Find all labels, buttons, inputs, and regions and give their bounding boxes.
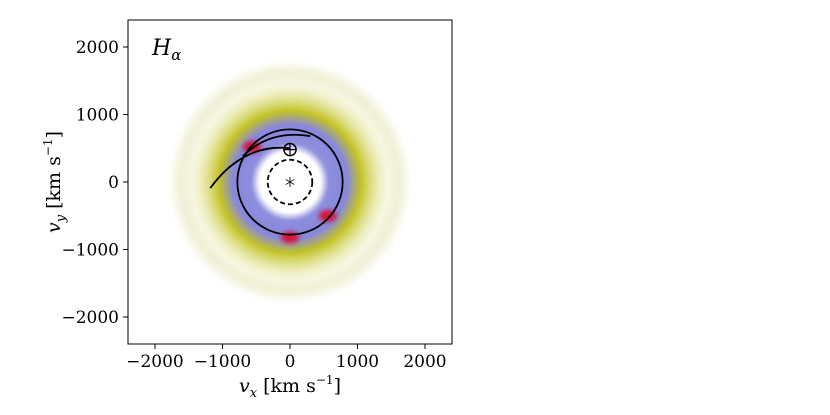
x-tick-label-2: 0	[285, 352, 296, 372]
x-axis-label: vx [km s−1]	[239, 373, 341, 401]
solid-circle	[236, 128, 344, 236]
x-tick-label-4: 2000	[403, 352, 446, 372]
y-label-exp: −1	[41, 138, 55, 156]
stream-curve	[209, 146, 291, 189]
y-tick-label-3: −1000	[61, 241, 119, 261]
y-tick-label-1: 1000	[76, 106, 119, 126]
hotspot-2	[281, 231, 299, 244]
panel-label-sub: α	[171, 46, 181, 64]
y-axis-ticks: 2000 1000 0 −1000 −2000	[61, 38, 128, 328]
outer-halo	[173, 65, 407, 299]
x-label-unit: [km s	[257, 375, 316, 397]
panel-label-main: H	[151, 36, 172, 61]
y-tick-label-4: −2000	[61, 308, 119, 328]
x-label-close: ]	[334, 375, 341, 397]
x-label-sub: x	[250, 386, 258, 401]
y-tick-label-0: 2000	[76, 38, 119, 58]
x-tick-label-1: −1000	[194, 352, 252, 372]
dashed-circle	[266, 158, 314, 206]
plot-area	[173, 65, 407, 299]
x-label-main: v	[239, 375, 250, 397]
star-marker	[285, 177, 295, 187]
x-tick-label-0: −2000	[126, 352, 184, 372]
y-tick-label-2: 0	[108, 173, 119, 193]
panel-label: Hα	[151, 36, 181, 64]
y-label-close: ]	[43, 131, 65, 138]
y-axis-label: vy [km s−1]	[41, 131, 69, 233]
x-axis-ticks: −2000 −1000 0 1000 2000	[126, 344, 447, 372]
x-tick-label-3: 1000	[336, 352, 379, 372]
x-label-exp: −1	[316, 373, 334, 387]
overlay-layer	[209, 128, 344, 236]
y-label-main: v	[43, 222, 65, 233]
stream-arc	[242, 133, 311, 157]
y-label-sub: y	[54, 214, 69, 223]
y-label-unit: [km s	[43, 156, 65, 215]
